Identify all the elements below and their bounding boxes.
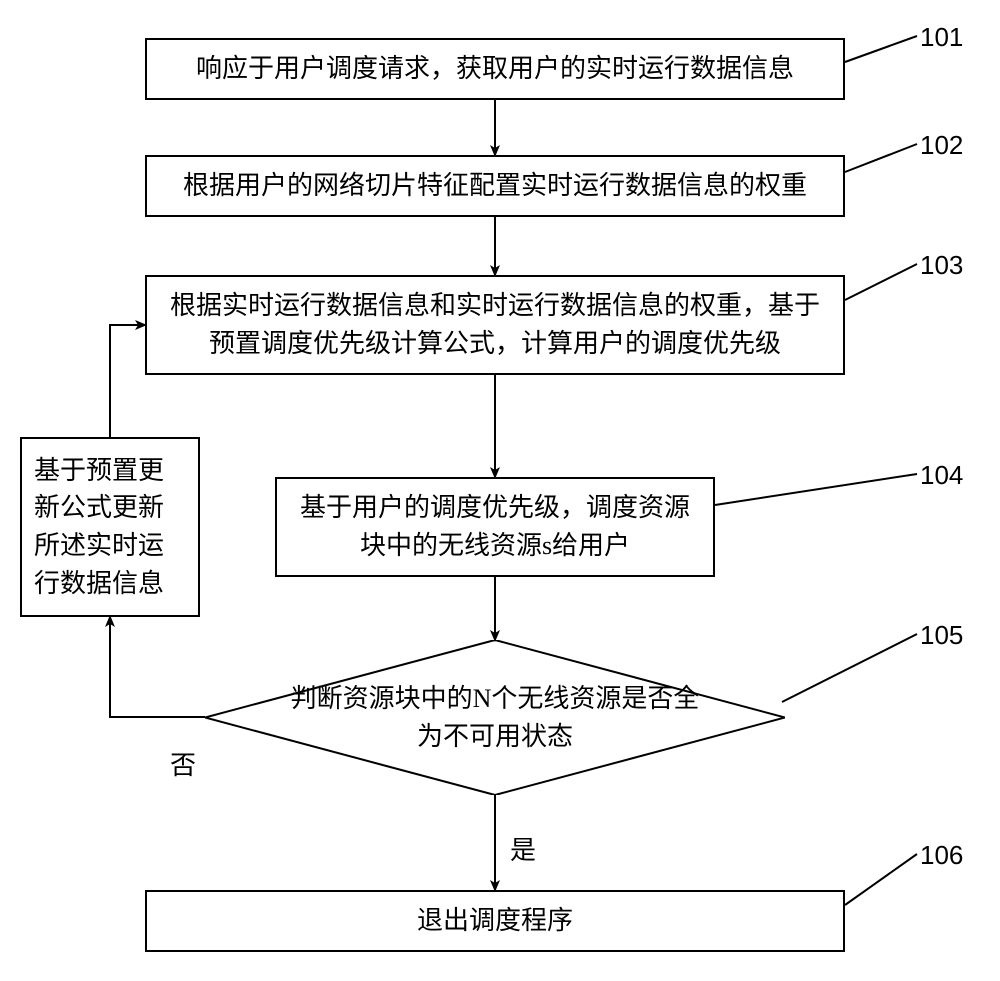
node-105: 判断资源块中的N个无线资源是否全为不可用状态 xyxy=(205,640,785,795)
label-102: 102 xyxy=(920,130,963,161)
node-105-text: 判断资源块中的N个无线资源是否全为不可用状态 xyxy=(285,680,705,755)
node-loop: 基于预置更新公式更新所述实时运行数据信息 xyxy=(20,437,200,617)
node-101: 响应于用户调度请求，获取用户的实时运行数据信息 xyxy=(145,38,845,100)
node-104-text: 基于用户的调度优先级，调度资源块中的无线资源s给用户 xyxy=(289,489,701,564)
label-106: 106 xyxy=(920,840,963,871)
node-102: 根据用户的网络切片特征配置实时运行数据信息的权重 xyxy=(145,155,845,217)
node-102-text: 根据用户的网络切片特征配置实时运行数据信息的权重 xyxy=(183,167,807,205)
node-101-text: 响应于用户调度请求，获取用户的实时运行数据信息 xyxy=(196,50,794,88)
edge-label-yes: 是 xyxy=(510,830,536,867)
edge-label-no: 否 xyxy=(170,745,196,782)
node-104: 基于用户的调度优先级，调度资源块中的无线资源s给用户 xyxy=(275,477,715,577)
node-103-text: 根据实时运行数据信息和实时运行数据信息的权重，基于预置调度优先级计算公式，计算用… xyxy=(159,287,831,362)
node-103: 根据实时运行数据信息和实时运行数据信息的权重，基于预置调度优先级计算公式，计算用… xyxy=(145,275,845,375)
node-106: 退出调度程序 xyxy=(145,890,845,952)
label-104: 104 xyxy=(920,460,963,491)
node-loop-text: 基于预置更新公式更新所述实时运行数据信息 xyxy=(34,452,186,603)
label-103: 103 xyxy=(920,250,963,281)
node-106-text: 退出调度程序 xyxy=(417,902,573,940)
label-105: 105 xyxy=(920,620,963,651)
label-101: 101 xyxy=(920,22,963,53)
